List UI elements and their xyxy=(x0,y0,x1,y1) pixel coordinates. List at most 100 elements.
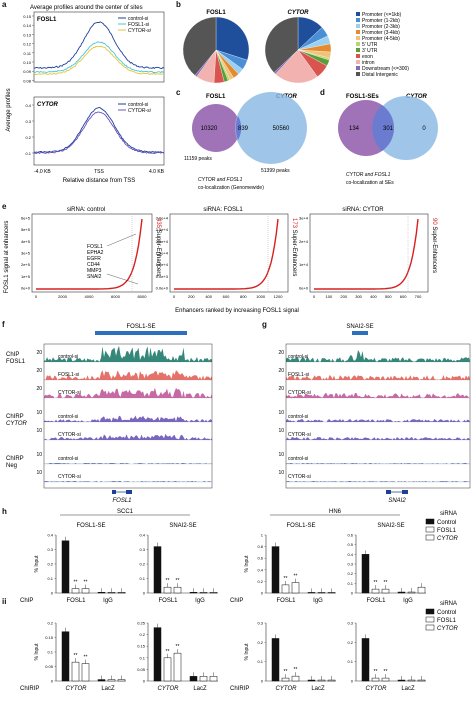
ytick: 0.15 xyxy=(23,14,32,19)
x-label: FOSL1 xyxy=(66,598,86,604)
legend-label: Promoter (2-3kb) xyxy=(362,24,400,30)
xtick: 6000 xyxy=(111,294,121,299)
ytick: 0.10 xyxy=(23,60,32,65)
pie-slice xyxy=(275,49,318,84)
ytick: 0.3 xyxy=(347,621,353,626)
profile-bottom-line-control xyxy=(33,107,165,154)
profile-line-fosl1 xyxy=(33,41,165,74)
bar xyxy=(381,677,390,682)
ytick: 0.11 xyxy=(24,51,32,56)
sig-marker: ** xyxy=(176,644,180,650)
ytick: 0.15 xyxy=(45,635,54,640)
legend-swatch xyxy=(425,616,435,623)
plot-title: siRNA: control xyxy=(67,207,105,213)
bar xyxy=(173,586,182,594)
legend-swatch xyxy=(425,526,435,533)
bar xyxy=(81,588,90,594)
ytick: 2.5e+4 xyxy=(156,227,169,232)
legend-swatch xyxy=(356,66,360,70)
row-label: ChIRIP xyxy=(20,686,39,692)
se-count: 90 Super-Enhancers xyxy=(431,218,437,273)
venn-d-right-circle xyxy=(374,96,438,160)
legend-item: CYTOR-si xyxy=(128,108,152,114)
y-axis-label: % Input xyxy=(34,555,40,573)
venn-d-caption2: co-localization at SEs xyxy=(346,180,394,186)
track-scale: 20 xyxy=(278,368,284,374)
track-label: CYTOR-si xyxy=(288,390,311,396)
ytick: 0 xyxy=(261,679,264,684)
venn-c-caption2: co-localization (Genomewide) xyxy=(198,185,264,191)
ytick: 0.4 xyxy=(139,533,145,538)
x-label: FOSL1 xyxy=(158,598,178,604)
venn-c-right-count: 50560 xyxy=(273,126,290,132)
bar xyxy=(327,679,336,682)
panel-h-label: h xyxy=(2,507,7,516)
venn-d-right-count: 0 xyxy=(422,126,426,132)
profile-bottom-name: CYTOR xyxy=(37,102,59,108)
ytick: 0.3 xyxy=(257,621,263,626)
bar xyxy=(281,677,290,682)
bar xyxy=(291,582,300,594)
venn-d-left-title: FOSL1-SEs xyxy=(346,94,379,100)
track-group-label: CYTOR xyxy=(6,421,28,427)
track-label: control-si xyxy=(288,456,308,462)
bar xyxy=(71,661,80,682)
track-scale: 10 xyxy=(36,410,42,416)
panel-b-label: b xyxy=(176,0,181,9)
cell-line-hn6: HN6 xyxy=(329,509,342,515)
hockey-curve xyxy=(174,218,279,290)
track-scale: 10 xyxy=(36,470,42,476)
bar xyxy=(407,591,416,594)
venn-d-overlap-count: 301 xyxy=(383,126,394,132)
legend-label: Distal Intergenic xyxy=(362,72,398,78)
ytick: 0.09 xyxy=(23,69,32,74)
ytick: 0.5 xyxy=(347,542,353,547)
profile-top-name: FOSL1 xyxy=(37,17,57,23)
panel-f-label: f xyxy=(2,320,5,329)
venn-d-left-count: 134 xyxy=(349,126,360,132)
legend-swatch xyxy=(425,624,435,631)
se-count: 435 Super-Enhancers xyxy=(155,218,161,276)
track-group-label: ChIRP xyxy=(6,456,24,462)
legend-item: control-si xyxy=(128,16,148,22)
row-label: ChIP xyxy=(230,598,243,604)
panel-e-ylabel: FOSL1 signal at enhancers xyxy=(4,221,10,294)
snai2-gene-label: SNAI2 xyxy=(388,498,406,504)
xtick: 1200 xyxy=(274,294,284,299)
sig-marker: ** xyxy=(384,669,388,675)
track-label: FOSL1-si xyxy=(288,372,309,378)
ytick: 0.2 xyxy=(257,579,263,584)
bar xyxy=(271,546,280,594)
panel-a-xlabel: Relative distance from TSS xyxy=(63,178,136,184)
x-label: CYTOR xyxy=(66,686,88,692)
ytick: 0.1 xyxy=(257,659,263,664)
y-axis-label: % Input xyxy=(244,643,250,661)
bar xyxy=(189,592,198,594)
subplot-title: SNAI2-SE xyxy=(377,523,404,529)
panel-ii-label: ii xyxy=(2,597,7,606)
legend-label: CYTOR xyxy=(437,536,459,542)
ytick: 3e+4 xyxy=(299,216,309,221)
sig-marker: ** xyxy=(294,574,298,580)
legend-swatch xyxy=(425,518,435,525)
sig-marker: ** xyxy=(284,669,288,675)
xtick: 800 xyxy=(240,294,247,299)
cell-line-scc1: SCC1 xyxy=(117,509,134,515)
sig-marker: ** xyxy=(74,580,78,586)
bar xyxy=(199,676,208,682)
legend-label: CYTOR xyxy=(437,626,459,632)
track-label: CYTOR-si xyxy=(58,432,81,438)
subplot-title: FOSL1-SE xyxy=(286,523,315,529)
plot-title: siRNA: CYTOR xyxy=(342,207,384,213)
bar xyxy=(307,679,316,682)
ytick: 0.1 xyxy=(347,581,353,586)
signal-track xyxy=(286,350,470,362)
row-label: ChIRIP xyxy=(230,686,249,692)
ytick: 0.3 xyxy=(25,119,31,124)
legend-item: CYTOR-si xyxy=(128,28,152,34)
ytick: 0.4 xyxy=(347,552,353,557)
track-scale: 10 xyxy=(278,452,284,458)
ytick: 6e+5 xyxy=(21,216,31,221)
venn-d-right-title: CYTOR xyxy=(406,94,428,100)
track-scale: 10 xyxy=(278,428,284,434)
